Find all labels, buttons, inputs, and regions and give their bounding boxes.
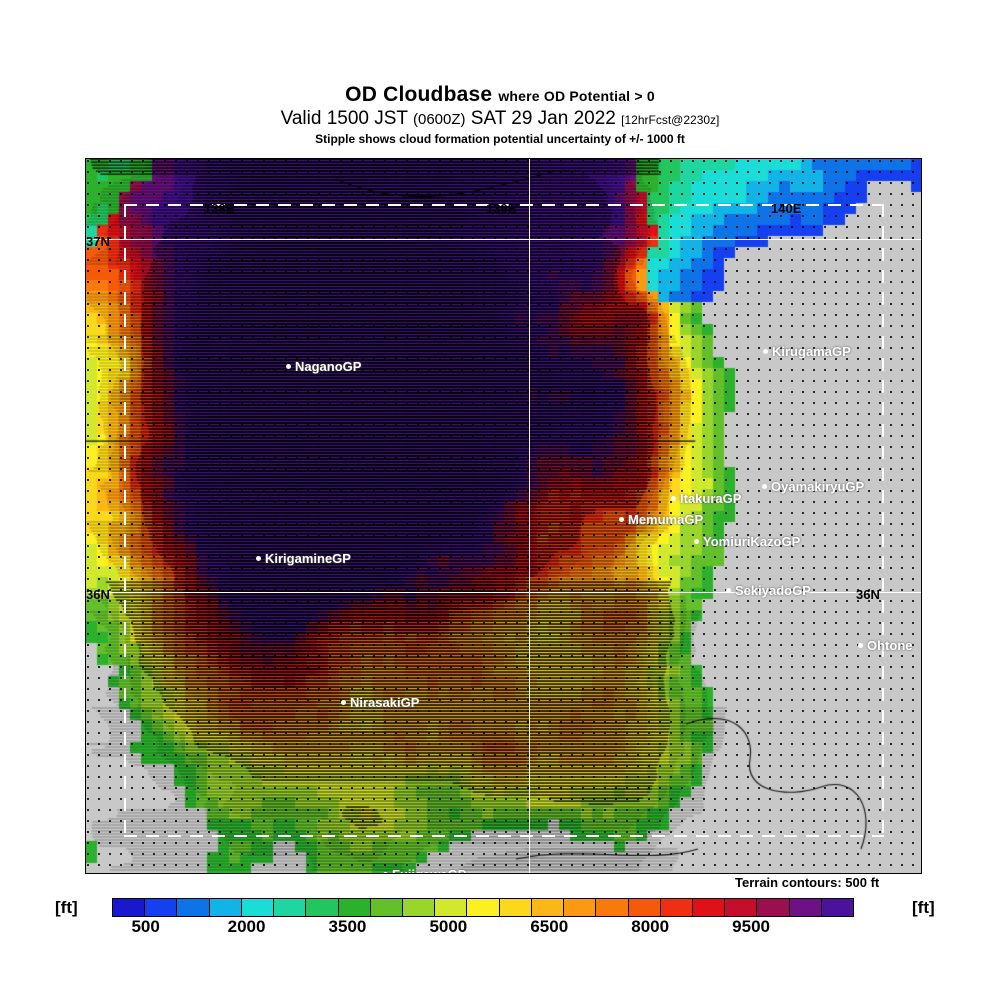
coord-label-37n-0: 37N xyxy=(86,234,110,249)
valid-date: SAT 29 Jan 2022 xyxy=(470,108,616,129)
colorbar-segment-19 xyxy=(725,899,758,916)
station-label: NaganoGP xyxy=(295,359,362,374)
colorbar-scale[interactable] xyxy=(112,898,854,917)
colorbar-block: [ft] [ft] 500 2000 3500 5000 6500 8000 9500 xyxy=(0,893,1000,943)
station-marker-icon xyxy=(286,364,291,370)
colorbar-segment-21 xyxy=(789,899,822,916)
colorbar-segment-11 xyxy=(467,899,500,916)
station-marker-icon xyxy=(763,349,768,355)
station-marker-icon xyxy=(726,588,731,594)
coord-label-36n-2: 36N xyxy=(856,587,880,602)
station-marker-icon xyxy=(256,556,261,562)
colorbar-tick-labels: 500 2000 3500 5000 6500 8000 9500 xyxy=(112,917,852,941)
colorbar-unit-right: [ft] xyxy=(912,898,935,917)
colorbar-segment-12 xyxy=(499,899,532,916)
domain-border-bottom xyxy=(124,835,884,837)
station-label: OyamakiryuGP xyxy=(771,479,865,494)
station-marker-icon xyxy=(762,484,767,490)
station-nirasakigp[interactable]: NirasakiGP xyxy=(341,695,419,710)
colorbar-segment-22 xyxy=(821,899,854,916)
station-oyamakiryugp[interactable]: OyamakiryuGP xyxy=(762,479,864,494)
colorbar-segment-0 xyxy=(113,899,146,916)
colorbar-tick-5000: 5000 xyxy=(429,917,468,936)
colorbar-segment-7 xyxy=(338,899,371,916)
colorbar-segment-3 xyxy=(209,899,242,916)
station-label: SekiyadoGP xyxy=(735,583,811,598)
domain-border-left xyxy=(124,204,126,836)
station-label: KirigamineGP xyxy=(265,551,351,566)
page-title: OD Cloudbase where OD Potential > 0 xyxy=(0,84,1000,107)
terrain-contour-note: Terrain contours: 500 ft xyxy=(735,875,880,890)
cloudbase-raster xyxy=(86,159,921,873)
title-main: OD Cloudbase xyxy=(345,83,493,106)
longitude-line-139e xyxy=(529,159,530,873)
domain-border-top xyxy=(124,204,884,206)
colorbar-tick-3500: 3500 xyxy=(328,917,367,936)
station-kirugamagp[interactable]: KirugamaGP xyxy=(763,344,851,359)
colorbar-tick-500: 500 xyxy=(131,917,160,936)
latitude-line-36n xyxy=(86,592,921,593)
colorbar-segment-16 xyxy=(628,899,661,916)
station-naganogp[interactable]: NaganoGP xyxy=(286,359,361,374)
latitude-line-37n xyxy=(86,239,921,240)
station-marker-icon xyxy=(858,643,863,649)
station-memumagp[interactable]: MemumaGP xyxy=(619,512,703,527)
title-block: OD Cloudbase where OD Potential > 0 Vali… xyxy=(0,84,1000,147)
colorbar-segment-4 xyxy=(241,899,275,916)
station-label: MemumaGP xyxy=(628,512,704,527)
station-label: FujigawaGP xyxy=(392,867,466,873)
station-marker-icon xyxy=(341,700,346,706)
station-label: YomiuriKazoGP xyxy=(703,534,801,549)
station-ohtone[interactable]: Ohtone xyxy=(858,638,913,653)
station-yomiurikazogp[interactable]: YomiuriKazoGP xyxy=(694,534,800,549)
colorbar-tick-9500: 9500 xyxy=(732,917,770,936)
colorbar-segment-9 xyxy=(402,899,436,916)
station-sekiyadogp[interactable]: SekiyadoGP xyxy=(726,583,811,598)
colorbar-segment-10 xyxy=(435,899,468,916)
valid-local: Valid 1500 JST xyxy=(280,108,408,129)
domain-border-right xyxy=(882,204,884,836)
colorbar-segment-13 xyxy=(531,899,565,916)
colorbar-tick-6500: 6500 xyxy=(530,917,569,936)
colorbar-segment-1 xyxy=(145,899,178,916)
station-kirigaminegp[interactable]: KirigamineGP xyxy=(256,551,351,566)
title-condition: where OD Potential > 0 xyxy=(498,88,655,104)
forecast-map[interactable]: 37N36N36N138E139E140E138E139E NaganoGPKi… xyxy=(85,158,922,874)
colorbar-segment-8 xyxy=(370,899,403,916)
colorbar-segment-6 xyxy=(306,899,339,916)
colorbar-segment-17 xyxy=(660,899,693,916)
colorbar-segment-5 xyxy=(274,899,307,916)
station-label: NirasakiGP xyxy=(350,695,420,710)
station-label: ItakuraGP xyxy=(680,491,742,506)
valid-zulu: (0600Z) xyxy=(412,111,466,128)
station-marker-icon xyxy=(383,872,388,873)
colorbar-tick-8000: 8000 xyxy=(631,917,670,936)
station-marker-icon xyxy=(694,539,699,545)
colorbar-segment-20 xyxy=(757,899,790,916)
stipple-legend-text: Stipple shows cloud formation potential … xyxy=(315,132,685,146)
forecast-tag: [12hrFcst@2230z] xyxy=(621,113,720,127)
station-marker-icon xyxy=(671,496,676,502)
colorbar-segment-15 xyxy=(596,899,629,916)
station-label: KirugamaGP xyxy=(772,344,851,359)
colorbar-tick-2000: 2000 xyxy=(227,917,266,936)
station-itakuragp[interactable]: ItakuraGP xyxy=(671,491,741,506)
colorbar-unit-left: [ft] xyxy=(55,898,78,917)
station-label: Ohtone xyxy=(867,638,913,653)
coord-label-138e-3: 138E xyxy=(204,201,235,216)
colorbar-segment-14 xyxy=(564,899,597,916)
station-marker-icon xyxy=(619,517,624,523)
coord-label-139e-4: 139E xyxy=(486,201,517,216)
valid-time-line: Valid 1500 JST (0600Z) SAT 29 Jan 2022 [… xyxy=(0,108,1000,131)
coord-label-140e-5: 140E xyxy=(771,201,802,216)
station-fujigawagp[interactable]: FujigawaGP xyxy=(383,867,466,873)
colorbar-segment-18 xyxy=(692,899,726,916)
colorbar-segment-2 xyxy=(177,899,210,916)
coord-label-36n-1: 36N xyxy=(86,587,110,602)
